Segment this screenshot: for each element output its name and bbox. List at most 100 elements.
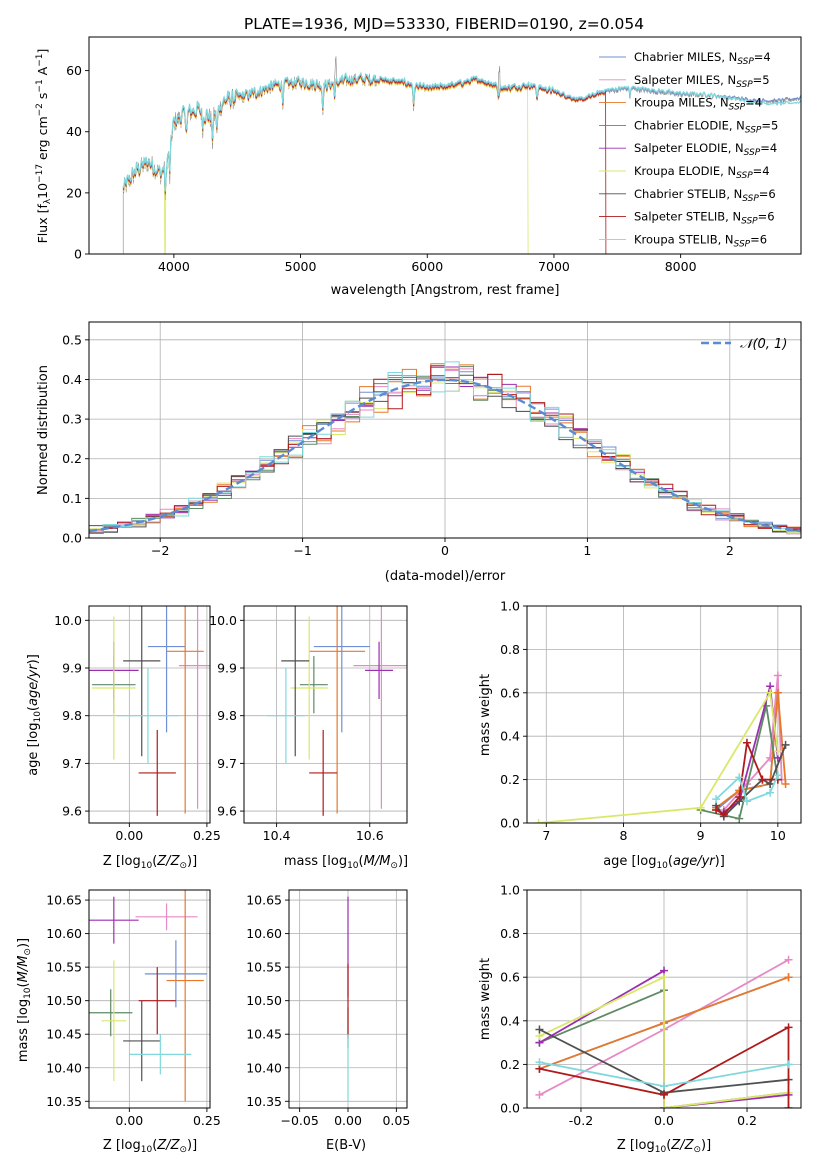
series-line-kroupa-elodie [538, 690, 779, 823]
errorbar-point [281, 606, 310, 757]
legend-label: Salpeter STELIB, NSSP=6 [634, 210, 775, 227]
legend-label: Kroupa ELODIE, NSSP=4 [634, 164, 770, 181]
y-tick-label: 0.4 [500, 1013, 520, 1028]
errorbar-point [178, 606, 210, 809]
x-axis-label: age [log10(age/yr)] [603, 854, 725, 871]
series-marker [712, 795, 721, 804]
y-tick-label: 0.0 [62, 531, 82, 546]
x-tick-label: 2 [726, 543, 734, 558]
spectrum-model-kroupa-stelib [122, 71, 801, 192]
errorbar-point [267, 668, 305, 764]
mass_vs_ebv-panel: −0.05 0.00 0.05 10.35 10.40 10.45 10.50 10.55 10… [246, 889, 410, 1153]
y-tick-label: 9.6 [217, 804, 237, 819]
y-tick-label: 9.9 [217, 661, 237, 676]
x-tick-label: 9 [697, 828, 705, 843]
series-marker [742, 797, 751, 806]
series-marker [781, 740, 790, 749]
y-axis-label: Flux [fλ10−17 erg cm−2 s−1 A−1] [35, 49, 53, 244]
spectrum-model-salpeter-stelib [122, 74, 607, 254]
series-marker [719, 810, 728, 819]
x-axis-label: mass [log10(M/M⊙)] [284, 854, 408, 871]
x-axis-label: Z [log10(Z/Z⊙)] [103, 854, 197, 871]
x-tick-label: 7 [542, 828, 550, 843]
series-marker [784, 973, 793, 982]
errorbar-point [313, 606, 370, 733]
errorbar-point [147, 606, 186, 733]
mass_weight_vs_Z-plot-area [535, 955, 793, 1108]
age_vs_mass-panel: 10.4 10.6 9.6 9.7 9.8 9.9 10.0 mass [log10(M/M⊙… [209, 605, 408, 871]
errorbar-point [89, 896, 139, 944]
x-tick-label: 0.0 [654, 1113, 674, 1128]
errorbar-point [353, 606, 407, 809]
y-axis-label: age [log10(age/yr)] [26, 654, 43, 776]
axes-frame [526, 605, 802, 824]
y-tick-label: 10.60 [46, 926, 82, 941]
y-tick-label: 0.4 [62, 372, 82, 387]
residuals-plot-area [89, 361, 801, 538]
x-tick-label: −0.05 [280, 1113, 318, 1128]
series-marker [784, 1060, 793, 1069]
y-tick-label: 10.40 [246, 1060, 282, 1075]
y-tick-label: 0.2 [500, 1057, 520, 1072]
y-tick-label: 9.7 [217, 756, 237, 771]
errorbar-point [101, 960, 127, 1082]
y-tick-label: 0.6 [500, 970, 520, 985]
x-tick-label: −1 [293, 543, 311, 558]
y-tick-label: 10.40 [46, 1060, 82, 1075]
y-axis-label: mass [log10(M/M⊙)] [16, 938, 33, 1062]
normal-curve [89, 378, 801, 533]
axes-frame [88, 605, 211, 824]
y-tick-label: 0.4 [500, 729, 520, 744]
legend-label: Chabrier STELIB, NSSP=6 [634, 187, 776, 204]
y-tick-label: 10.50 [46, 993, 82, 1008]
x-tick-label: 0.00 [115, 1113, 143, 1128]
axes-frame [243, 605, 408, 824]
mass_vs_Z-plot-area [89, 890, 207, 1102]
y-tick-label: 9.8 [62, 708, 82, 723]
legend-label: 𝒩(0, 1) [740, 337, 787, 352]
y-tick-label: 10.65 [246, 893, 282, 908]
mass_vs_Z-panel: 0.00 0.25 10.35 10.40 10.45 10.50 10.55 10.60 10… [16, 889, 221, 1155]
errorbar-point [309, 730, 338, 816]
x-axis-label: Z [log10(Z/Z⊙)] [617, 1138, 711, 1155]
y-tick-label: 10.0 [209, 613, 237, 628]
y-tick-label: 1.0 [500, 883, 520, 898]
y-tick-label: 10.45 [46, 1027, 82, 1042]
y-tick-label: 0 [74, 247, 82, 262]
series-marker [535, 1058, 544, 1067]
x-tick-label: 0.25 [193, 828, 221, 843]
age_vs_Z-panel: 0.00 0.25 9.6 9.7 9.8 9.9 10.0 Z [log10(Z/Z⊙)] a… [26, 605, 221, 871]
spectrum-legend: Chabrier MILES, NSSP=4 Salpeter MILES, NS… [599, 50, 778, 249]
series-marker [534, 819, 543, 823]
legend-label: Chabrier MILES, NSSP=4 [634, 50, 771, 67]
residuals-panel: −2 −1 0 1 2 0.0 0.1 0.2 0.3 0.4 0.5 𝒩(0, 1) (data-mo… [36, 321, 802, 584]
y-tick-label: 9.8 [217, 708, 237, 723]
x-axis-label: wavelength [Angstrom, rest frame] [331, 283, 560, 298]
errorbar-point [92, 616, 136, 760]
axes-frame [88, 36, 802, 255]
errorbar-point [166, 890, 204, 1102]
x-tick-label: 0.2 [737, 1113, 757, 1128]
legend-label: Salpeter MILES, NSSP=5 [634, 73, 770, 90]
y-tick-label: 0.3 [62, 412, 82, 427]
mass_weight_vs_age-plot-area [534, 671, 790, 823]
y-tick-label: 9.6 [62, 804, 82, 819]
x-axis-label: (data-model)/error [385, 569, 506, 584]
series-marker [660, 1082, 668, 1091]
y-tick-label: 10.55 [46, 960, 82, 975]
x-tick-label: 7000 [538, 259, 570, 274]
spectrum-panel: 4000 5000 6000 7000 8000 0 20 40 60 Chabrier MILE… [35, 36, 802, 298]
y-tick-label: 0.0 [500, 1101, 520, 1116]
series-marker [660, 1104, 668, 1108]
y-tick-label: 9.7 [62, 756, 82, 771]
y-tick-label: 0.1 [62, 491, 82, 506]
errorbar-point [89, 989, 133, 1037]
x-tick-label: 10 [770, 828, 786, 843]
x-tick-label: 8000 [665, 259, 697, 274]
residuals-legend: 𝒩(0, 1) [701, 337, 787, 352]
x-tick-label: 0 [441, 543, 449, 558]
spectrum-plot-area [122, 56, 801, 254]
errorbar-point [116, 668, 179, 764]
age_vs_mass-plot-area [267, 606, 407, 816]
spectrum-model-kroupa-elodie [122, 76, 530, 254]
